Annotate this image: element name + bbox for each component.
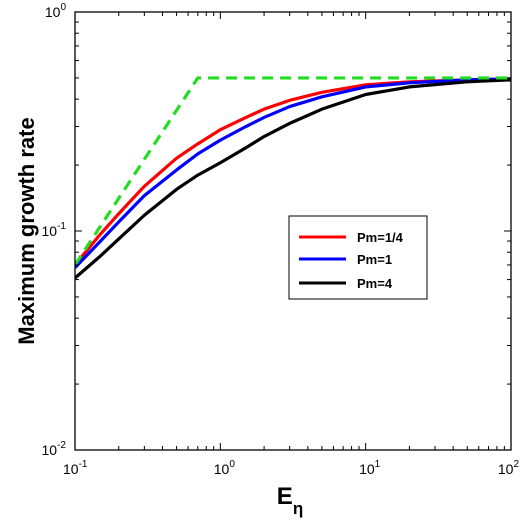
- y-tick-label-exponent: -1: [57, 221, 66, 232]
- x-tick-label-base: 10: [214, 461, 230, 477]
- legend-label-pm-4: Pm=4: [357, 276, 393, 291]
- x-tick-label-exponent: -1: [79, 459, 88, 470]
- y-tick-label-base: 10: [42, 223, 58, 239]
- x-tick-label-exponent: 1: [375, 459, 381, 470]
- y-tick-label-exponent: -2: [57, 440, 66, 451]
- y-tick-label: 10-2: [42, 440, 67, 458]
- series-line-dashed-bound: [75, 76, 511, 266]
- y-tick-label-base: 10: [42, 442, 58, 458]
- ticks-layer: [74, 11, 512, 451]
- x-axis-title: Eη: [277, 483, 303, 518]
- x-tick-label-exponent: 2: [513, 459, 519, 470]
- x-tick-label: 100: [214, 459, 236, 477]
- y-axis-title: Maximum growth rate: [14, 117, 39, 344]
- x-tick-label-base: 10: [498, 461, 514, 477]
- x-tick-label: 102: [498, 459, 520, 477]
- y-tick-label-base: 10: [45, 4, 61, 20]
- series-layer: [75, 76, 511, 280]
- y-tick-label: 10-1: [42, 221, 67, 239]
- legend-label-pm-1: Pm=1: [357, 252, 392, 267]
- series-line-1: [75, 77, 511, 269]
- x-tick-label-base: 10: [359, 461, 375, 477]
- x-tick-label: 101: [359, 459, 381, 477]
- y-tick-label: 100: [45, 2, 67, 20]
- y-tick-label-exponent: 0: [60, 2, 66, 13]
- plot-frame: [74, 11, 512, 451]
- x-axis-title-main: E: [277, 483, 293, 510]
- x-tick-label-exponent: 0: [229, 459, 235, 470]
- legend: Pm=1/4 Pm=1 Pm=4: [288, 215, 428, 300]
- x-tick-label-base: 10: [63, 461, 79, 477]
- x-axis-title-subscript: η: [293, 499, 303, 518]
- legend-label-pm-quarter: Pm=1/4: [357, 230, 404, 245]
- series-line-2: [75, 78, 511, 280]
- x-tick-label: 10-1: [63, 459, 88, 477]
